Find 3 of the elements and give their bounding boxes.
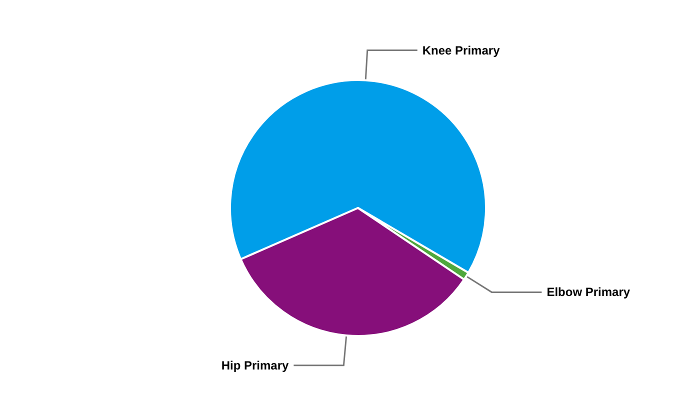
slice-label: Hip Primary [221, 358, 290, 372]
slice-label: Elbow Primary [546, 285, 630, 300]
slice-label: Knee Primary [422, 43, 500, 58]
